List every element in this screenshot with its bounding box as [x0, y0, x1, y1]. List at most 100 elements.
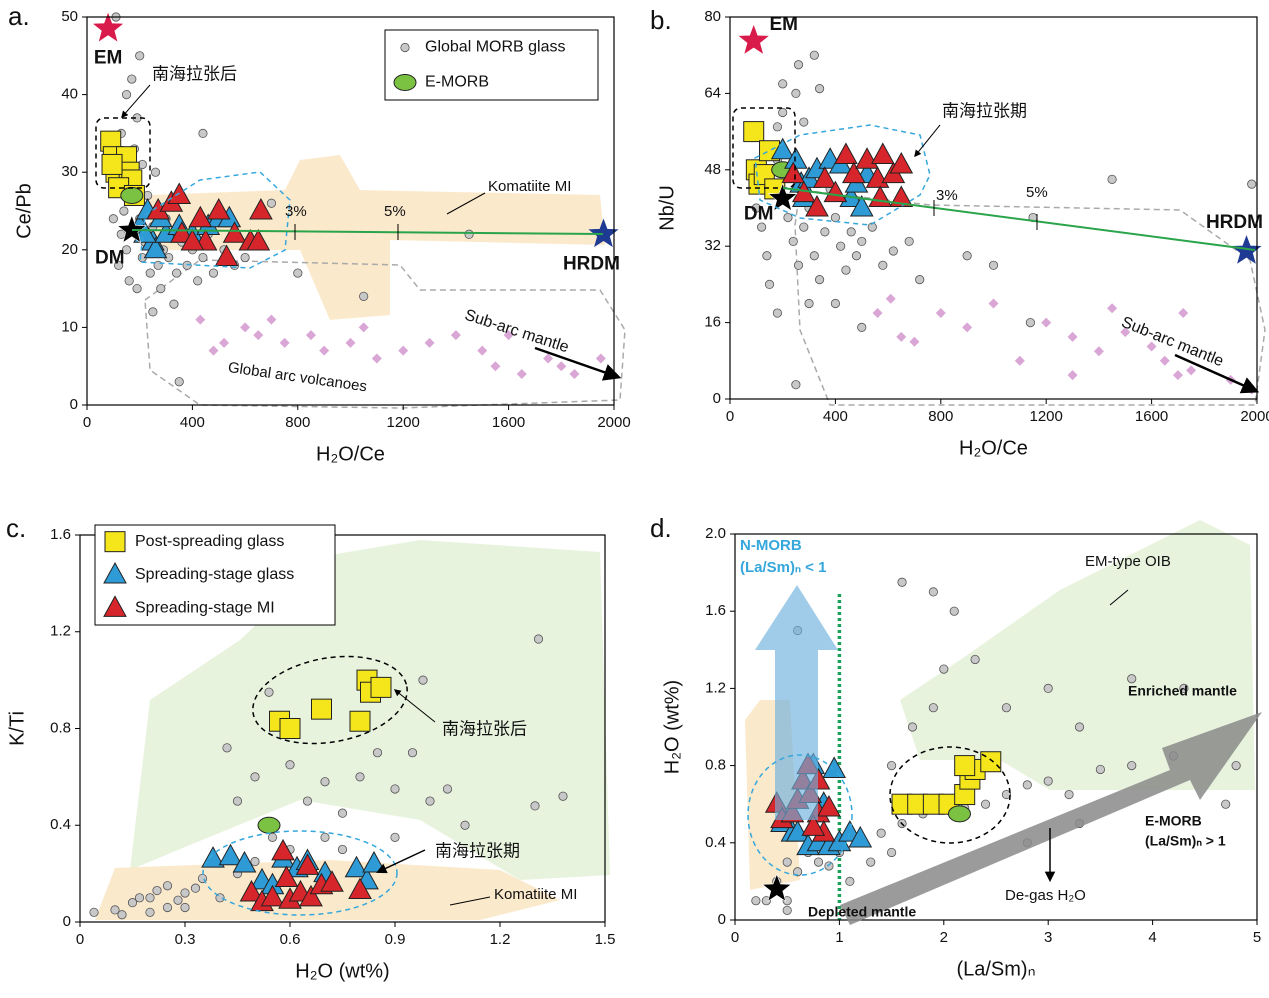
y-tick-label: 0.4 [50, 816, 71, 833]
diamond-point [872, 308, 883, 319]
group-outline [252, 655, 408, 745]
arc-field [144, 259, 626, 409]
morb-point [1127, 674, 1137, 684]
morb-point [145, 907, 155, 917]
morb-point [907, 722, 918, 732]
morb-point [793, 260, 804, 270]
y-tick-label: 0.8 [50, 719, 71, 736]
mixing-line [131, 229, 604, 235]
morb-point [809, 251, 819, 261]
legend-swatch [400, 42, 410, 53]
triangle-point [813, 166, 837, 188]
square-point [370, 676, 392, 698]
morb-point [1022, 780, 1032, 790]
triangle-point [344, 855, 369, 878]
y-tick-label: 1.6 [50, 526, 71, 543]
morb-point [337, 844, 348, 855]
arrow [1109, 589, 1129, 606]
diamond-point [516, 368, 527, 379]
morb-point [114, 260, 124, 270]
morb-point [558, 791, 568, 801]
y-tick-label: 32 [704, 237, 721, 254]
triangle-point [239, 879, 264, 902]
annotation: De-gas H₂O [1005, 887, 1086, 904]
morb-point [442, 784, 453, 794]
plot-frame [734, 533, 1258, 921]
annotation: 5% [384, 203, 406, 220]
morb-point [198, 128, 208, 138]
triangle-point [781, 161, 806, 184]
morb-point [464, 229, 474, 239]
y-tick-label: 1.6 [705, 602, 726, 619]
diamond-point [1146, 341, 1157, 352]
triangle-point [889, 185, 914, 207]
morb-point [148, 307, 158, 317]
annotations: 南海拉张后 Komatiite MI 3% 5% Sub-arc mantle … [152, 64, 1237, 919]
x-tick-label: 0.3 [175, 931, 196, 948]
y-axis-label: Nb/U [656, 185, 678, 231]
morb-point [791, 380, 801, 390]
group-outline [202, 830, 398, 916]
diamond-point [450, 330, 461, 341]
ellipse-point [120, 186, 144, 204]
diamond-point [195, 314, 206, 325]
diamond-point [1067, 331, 1078, 342]
y-tick-label: 16 [704, 314, 721, 331]
morb-point [799, 117, 809, 127]
x-tick-label: 1.2 [490, 931, 511, 948]
morb-point [772, 122, 783, 132]
triangle-point [222, 221, 247, 243]
morb-point [788, 236, 798, 247]
morb-point [782, 857, 792, 867]
morb-point [198, 252, 208, 263]
square-point [954, 755, 976, 777]
triangle-point [201, 846, 225, 868]
morb-point [1043, 683, 1053, 694]
morb-point [904, 236, 914, 247]
ellipse-point [257, 816, 281, 834]
end-member-star [116, 214, 147, 244]
morb-point [145, 893, 155, 903]
morb-point [134, 893, 145, 903]
annotation: E-MORB [1145, 813, 1202, 829]
morb-point [293, 268, 303, 278]
morb-point [162, 902, 173, 913]
morb-point [1025, 317, 1035, 328]
x-tick-label: 400 [823, 408, 848, 425]
panel-label: d. [650, 513, 672, 543]
morb-point [799, 222, 809, 232]
y-tick-label: 0.4 [705, 834, 726, 851]
annotation: Komatiite MI [494, 886, 577, 903]
morb-point [857, 322, 867, 332]
triangle-point [889, 151, 914, 174]
morb-point [264, 687, 274, 697]
morb-point [751, 203, 761, 213]
annotation: EM-type OIB [1085, 553, 1171, 570]
annotation: 南海拉张期 [435, 841, 520, 860]
arrow [446, 192, 486, 215]
y-tick-label: 2.0 [705, 525, 726, 542]
morb-point [1074, 722, 1085, 732]
morb-point [846, 227, 856, 237]
x-tick-label: 1200 [387, 414, 420, 431]
arrow [121, 84, 151, 119]
morb-point [804, 298, 814, 309]
y-tick-label: 0 [70, 396, 78, 413]
end-member-star [761, 873, 792, 902]
diamond-point [253, 330, 264, 341]
x-tick-label: 1600 [492, 414, 525, 431]
annotation: 南海拉张后 [152, 64, 237, 83]
morb-point [208, 268, 219, 278]
morb-point [820, 227, 830, 237]
arrow [534, 346, 622, 381]
fields [95, 155, 1266, 920]
plot-frame [86, 16, 615, 406]
data-marks [89, 12, 1257, 920]
triangle-point [246, 229, 271, 251]
legend-swatch [104, 531, 126, 553]
ellipse-point [947, 805, 971, 823]
morb-point [250, 856, 260, 867]
triangle-point [770, 137, 795, 160]
annotation: Depleted mantle [808, 904, 916, 920]
arrow [376, 849, 426, 874]
